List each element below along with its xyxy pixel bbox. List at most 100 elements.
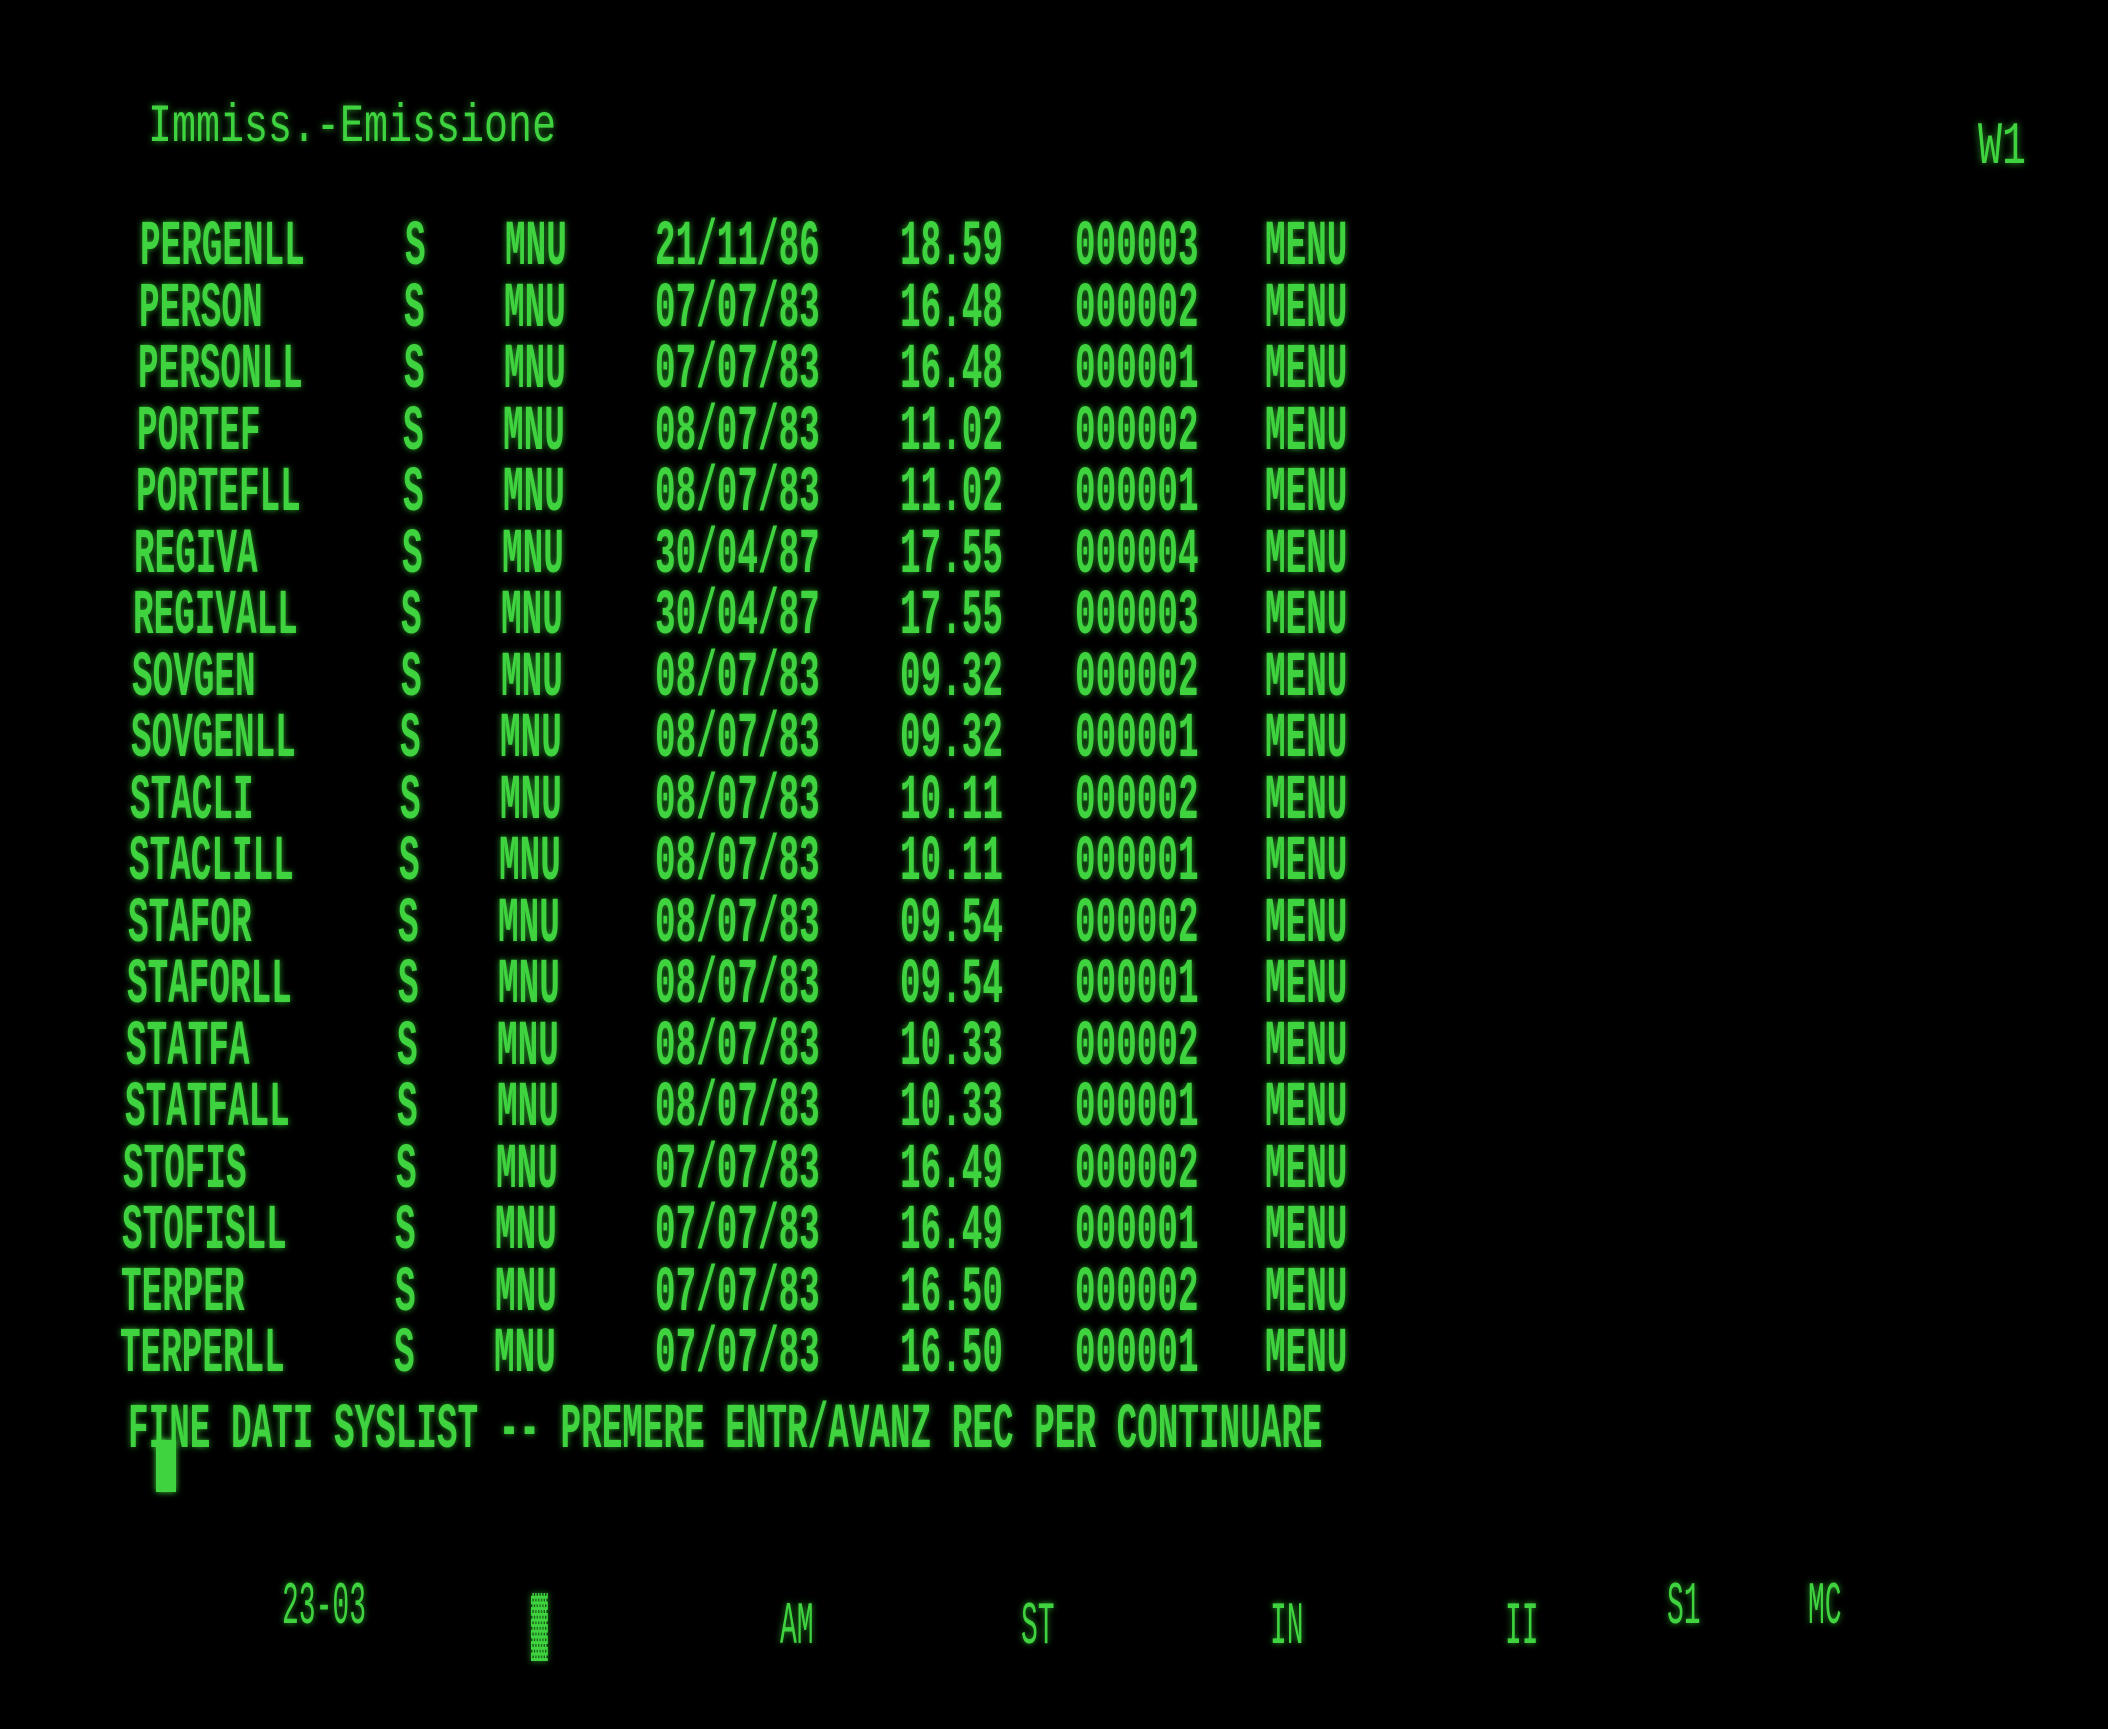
status-indicator: ▓ <box>531 1595 548 1663</box>
cell-type: MNU <box>498 888 560 962</box>
cell-date: 07/07/83 <box>655 1319 820 1392</box>
cell-type: MNU <box>494 1319 556 1392</box>
cell-time: 17.55 <box>900 581 1003 654</box>
cell-library: MENU <box>1265 458 1348 531</box>
cell-flag: S <box>402 519 423 593</box>
cell-type: MNU <box>497 1073 559 1146</box>
cell-library: MENU <box>1265 827 1348 900</box>
table-row: STATFALL S MNU 08/07/83 10.33 000001 MENU <box>0 1073 2108 1146</box>
cell-date: 08/07/83 <box>655 704 820 777</box>
cell-date: 08/07/83 <box>655 950 820 1023</box>
cell-library: MENU <box>1265 888 1348 962</box>
table-row: STAFOR S MNU 08/07/83 09.54 000002 MENU <box>0 889 2108 962</box>
cell-flag: S <box>397 1073 418 1146</box>
cell-number: 000001 <box>1075 458 1199 531</box>
cell-name: PERSONLL <box>138 335 303 408</box>
cell-date: 30/04/87 <box>655 519 820 593</box>
cell-number: 000002 <box>1075 1257 1199 1331</box>
status-indicator: II <box>1505 1595 1539 1663</box>
status-indicator: IN <box>1270 1595 1304 1663</box>
cell-number: 000003 <box>1075 581 1199 654</box>
table-row: STAFORLL S MNU 08/07/83 09.54 000001 MENU <box>0 950 2108 1023</box>
cell-name: SOVGEN <box>132 642 256 716</box>
cell-time: 09.32 <box>900 704 1003 777</box>
cell-flag: S <box>394 1319 415 1392</box>
footer-message: FINE DATI SYSLIST -- PREMERE ENTR/AVANZ … <box>128 1395 1323 1468</box>
cell-name: STAFORLL <box>127 950 292 1023</box>
cell-type: MNU <box>501 581 563 654</box>
cell-name: TERPERLL <box>120 1319 285 1392</box>
cell-library: MENU <box>1265 273 1348 347</box>
cell-flag: S <box>396 1134 417 1208</box>
cell-name: REGIVALL <box>133 581 298 654</box>
cell-date: 08/07/83 <box>655 827 820 900</box>
cell-number: 000001 <box>1075 1319 1199 1392</box>
cell-library: MENU <box>1265 765 1348 839</box>
cell-type: MNU <box>501 642 563 716</box>
cell-date: 07/07/83 <box>655 335 820 408</box>
cell-type: MNU <box>495 1196 557 1269</box>
cell-time: 17.55 <box>900 519 1003 593</box>
cell-number: 000001 <box>1075 335 1199 408</box>
cell-number: 000001 <box>1075 950 1199 1023</box>
table-row: STATFA S MNU 08/07/83 10.33 000002 MENU <box>0 1012 2108 1085</box>
cell-date: 07/07/83 <box>655 1196 820 1269</box>
cell-library: MENU <box>1265 1257 1348 1331</box>
cell-flag: S <box>401 642 422 716</box>
cell-name: STOFIS <box>123 1134 247 1208</box>
window-id: W1 <box>1978 115 2027 183</box>
cell-name: REGIVA <box>134 519 258 593</box>
cell-flag: S <box>398 888 419 962</box>
cell-time: 16.49 <box>900 1196 1003 1269</box>
cell-number: 000001 <box>1075 827 1199 900</box>
table-row: STACLI S MNU 08/07/83 10.11 000002 MENU <box>0 766 2108 839</box>
status-indicator: ST <box>1021 1595 1055 1663</box>
cell-time: 09.32 <box>900 642 1003 716</box>
cell-time: 09.54 <box>900 950 1003 1023</box>
cell-number: 000002 <box>1075 1011 1199 1085</box>
cell-time: 09.54 <box>900 888 1003 962</box>
status-indicator: AM <box>780 1595 814 1663</box>
cell-flag: S <box>404 273 425 347</box>
cell-date: 07/07/83 <box>655 1257 820 1331</box>
cell-name: STOFISLL <box>122 1196 287 1269</box>
cell-date: 30/04/87 <box>655 581 820 654</box>
cell-name: PORTEF <box>137 396 261 470</box>
cell-number: 000003 <box>1075 212 1199 285</box>
cell-date: 21/11/86 <box>655 212 820 285</box>
cell-type: MNU <box>502 519 564 593</box>
table-row: PERSON S MNU 07/07/83 16.48 000002 MENU <box>0 274 2108 347</box>
cell-time: 10.33 <box>900 1011 1003 1085</box>
cell-date: 08/07/83 <box>655 765 820 839</box>
cell-type: MNU <box>505 212 567 285</box>
cell-type: MNU <box>503 458 565 531</box>
cell-flag: S <box>400 704 421 777</box>
cell-type: MNU <box>496 1134 558 1208</box>
cell-library: MENU <box>1265 704 1348 777</box>
cell-number: 000001 <box>1075 1196 1199 1269</box>
cell-flag: S <box>401 581 422 654</box>
cell-library: MENU <box>1265 950 1348 1023</box>
cell-flag: S <box>397 1011 418 1085</box>
cell-date: 07/07/83 <box>655 1134 820 1208</box>
cell-time: 11.02 <box>900 396 1003 470</box>
cell-library: MENU <box>1265 1196 1348 1269</box>
cell-type: MNU <box>498 950 560 1023</box>
cell-name: STACLILL <box>129 827 294 900</box>
cell-type: MNU <box>497 1011 559 1085</box>
cell-name: SOVGENLL <box>131 704 296 777</box>
cell-type: MNU <box>495 1257 557 1331</box>
cell-flag: S <box>399 827 420 900</box>
cell-number: 000002 <box>1075 642 1199 716</box>
table-row: SOVGEN S MNU 08/07/83 09.32 000002 MENU <box>0 643 2108 716</box>
cell-date: 08/07/83 <box>655 458 820 531</box>
cell-flag: S <box>403 458 424 531</box>
cell-name: STATFALL <box>125 1073 290 1146</box>
table-row: STOFISLL S MNU 07/07/83 16.49 000001 MENU <box>0 1196 2108 1269</box>
cell-type: MNU <box>500 765 562 839</box>
cell-flag: S <box>398 950 419 1023</box>
cell-name: STAFOR <box>128 888 252 962</box>
table-row: STOFIS S MNU 07/07/83 16.49 000002 MENU <box>0 1135 2108 1208</box>
cell-number: 000002 <box>1075 888 1199 962</box>
cell-flag: S <box>395 1257 416 1331</box>
